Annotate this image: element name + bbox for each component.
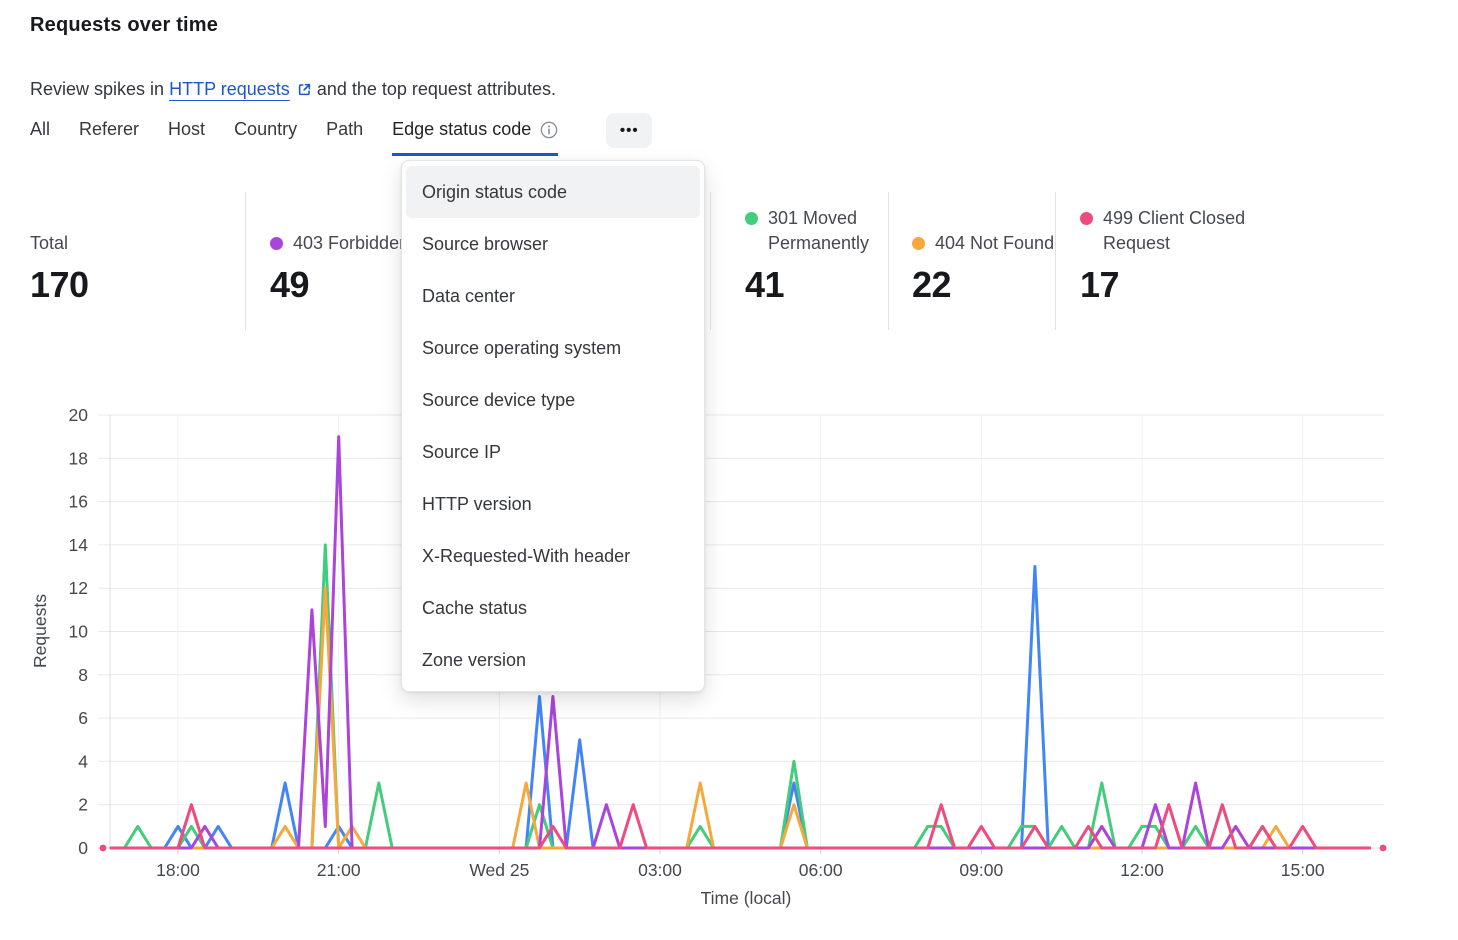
- tab-path[interactable]: Path: [326, 119, 363, 153]
- x-tick-label: 03:00: [638, 860, 682, 880]
- menu-item-x-requested-with-header[interactable]: X-Requested-With header: [422, 545, 631, 566]
- x-axis-title: Time (local): [701, 888, 792, 908]
- subtitle-prefix: Review spikes in: [30, 79, 165, 99]
- stat-label: 403 Forbidden: [270, 231, 409, 256]
- tab-label: Host: [168, 119, 206, 139]
- x-tick-label: 21:00: [317, 860, 361, 880]
- tab-label: Edge status code: [392, 119, 532, 139]
- y-tick-label: 8: [78, 665, 88, 685]
- stat-301-moved-permanently: 301 Moved Permanently 41: [745, 190, 923, 306]
- y-tick-label: 0: [78, 838, 88, 858]
- stat-dot: [912, 237, 925, 250]
- tab-referer[interactable]: Referer: [79, 119, 139, 153]
- y-tick-label: 20: [69, 405, 89, 425]
- tab-label: All: [30, 119, 51, 139]
- tab-label: Referer: [79, 119, 140, 139]
- stat-divider: [1055, 192, 1056, 330]
- menu-item-source-ip[interactable]: Source IP: [422, 441, 502, 462]
- y-tick-label: 18: [69, 448, 88, 468]
- attribute-dropdown-menu: Origin status code Source browser Data cen…: [401, 160, 705, 692]
- menu-item-zone-version[interactable]: Zone version: [422, 649, 527, 670]
- http-requests-link[interactable]: HTTP requests: [169, 79, 312, 99]
- y-tick-label: 12: [69, 578, 88, 598]
- y-tick-label: 4: [78, 751, 88, 771]
- x-tick-label: 12:00: [1120, 860, 1164, 880]
- tab-all[interactable]: All: [30, 119, 50, 153]
- stat-403-forbidden: 403 Forbidden 49: [270, 190, 530, 306]
- stat-divider: [888, 192, 889, 330]
- external-link-icon: [298, 83, 310, 96]
- series-line-499: [109, 803, 1372, 850]
- x-tick-label: 09:00: [959, 860, 1003, 880]
- menu-item-source-operating-system[interactable]: Source operating system: [422, 337, 622, 358]
- stat-divider: [245, 192, 246, 330]
- page-title: Requests over time: [30, 14, 219, 36]
- y-tick-label: 14: [69, 535, 89, 555]
- stat-dot: [270, 237, 283, 250]
- stat-404-not-found: 404 Not Found 22: [912, 190, 1117, 306]
- stat-label-text: 404 Not Found: [935, 233, 1055, 253]
- stat-label: Total: [30, 231, 68, 256]
- stat-value: 170: [30, 264, 89, 305]
- tab-label: Country: [234, 119, 298, 139]
- y-tick-label: 16: [69, 492, 88, 512]
- stats-row: Total 170 403 Forbidden 49 301 Moved Permane…: [0, 190, 1458, 335]
- stat-label: 499 Client Closed Request: [1080, 206, 1295, 256]
- page-subtitle: Review spikes in HTTP requests and the t…: [30, 79, 556, 100]
- tab-label: Path: [326, 119, 364, 139]
- stat-value: 49: [270, 264, 310, 305]
- y-tick-label: 10: [69, 622, 89, 642]
- y-axis-title: Requests: [30, 594, 50, 668]
- menu-item-http-version[interactable]: HTTP version: [422, 493, 532, 514]
- stat-label: 301 Moved Permanently: [745, 206, 923, 256]
- stat-499-client-closed-request: 499 Client Closed Request 17: [1080, 190, 1295, 306]
- stat-label: 404 Not Found: [912, 231, 1054, 256]
- series-line-403: [109, 435, 1372, 850]
- x-tick-label: Wed 25: [469, 860, 529, 880]
- stat-total: Total 170: [30, 190, 215, 306]
- menu-item-data-center[interactable]: Data center: [422, 285, 516, 306]
- stat-value: 22: [912, 264, 952, 305]
- tab-host[interactable]: Host: [168, 119, 205, 153]
- stat-label-text: Total: [30, 233, 69, 253]
- more-attributes-button[interactable]: •••: [606, 113, 653, 148]
- tab-edge-status-code[interactable]: Edge status code: [392, 119, 559, 156]
- stat-label-text: 301 Moved Permanently: [768, 208, 870, 253]
- stat-dot: [745, 212, 758, 225]
- stat-value: 41: [745, 264, 785, 305]
- y-tick-label: 6: [78, 708, 88, 728]
- menu-item-source-device-type[interactable]: Source device type: [422, 389, 576, 410]
- stat-dot: [1080, 212, 1093, 225]
- series-end-dot-499: [99, 844, 107, 852]
- menu-item-cache-status[interactable]: Cache status: [422, 597, 528, 618]
- stat-label-text: 499 Client Closed Request: [1103, 208, 1246, 253]
- attribute-tabs: All Referer Host Country Path Edge status cod…: [30, 113, 653, 156]
- stat-label-text: 403 Forbidden: [293, 233, 410, 253]
- x-tick-label: 15:00: [1281, 860, 1325, 880]
- x-tick-label: 18:00: [156, 860, 200, 880]
- info-icon[interactable]: [540, 121, 558, 139]
- series-end-dot-499: [1379, 844, 1387, 852]
- stat-value: 17: [1080, 264, 1120, 305]
- stat-divider: [710, 192, 711, 330]
- menu-item-origin-status-code[interactable]: Origin status code: [406, 166, 700, 218]
- menu-item-source-browser[interactable]: Source browser: [422, 233, 549, 254]
- x-tick-label: 06:00: [799, 860, 843, 880]
- tab-country[interactable]: Country: [234, 119, 297, 153]
- y-tick-label: 2: [78, 795, 88, 815]
- subtitle-suffix: and the top request attributes.: [316, 79, 556, 99]
